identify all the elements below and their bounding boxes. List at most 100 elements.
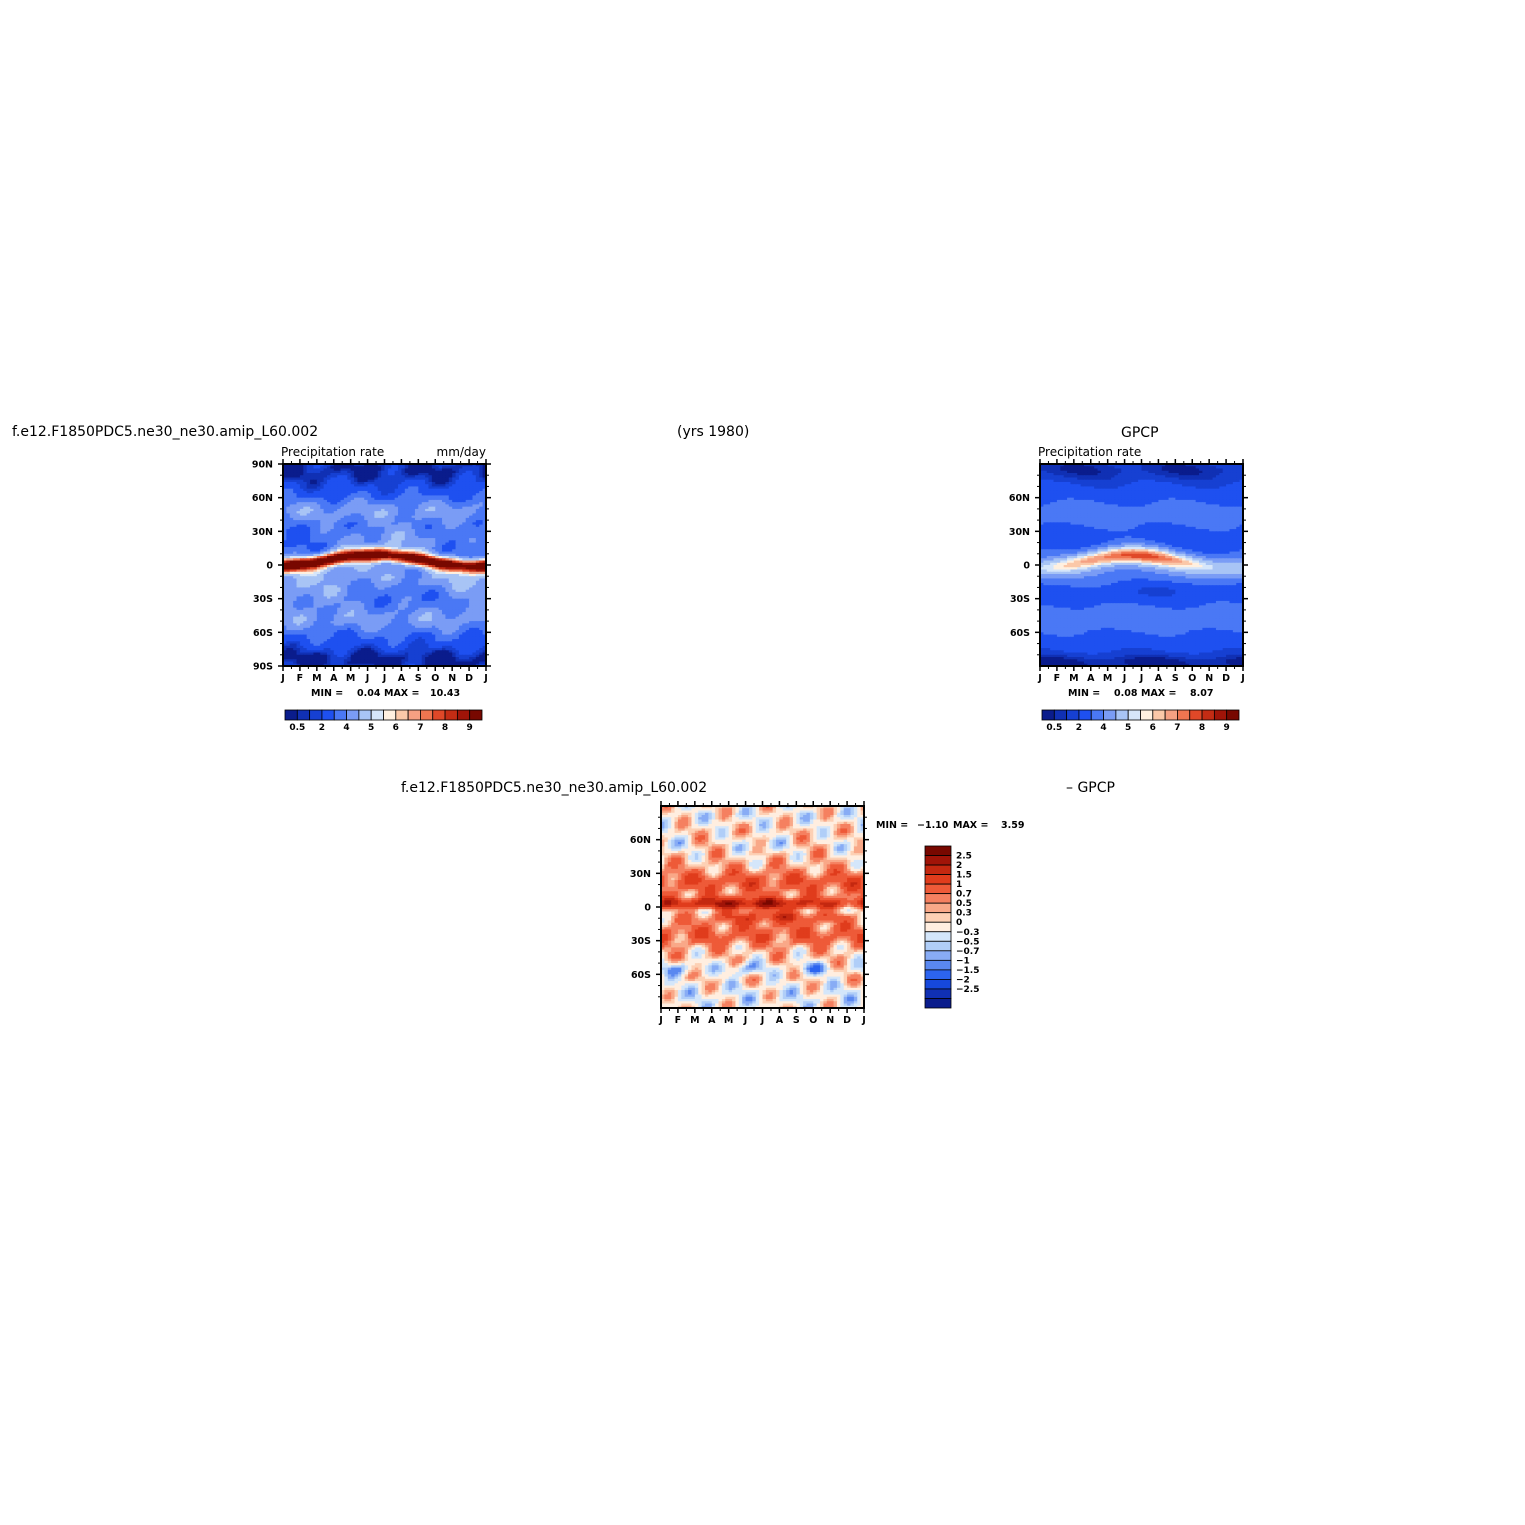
colorbar-label: 7 bbox=[417, 723, 423, 733]
colorbar-swatch bbox=[924, 998, 952, 1009]
colorbar-label: 1 bbox=[956, 880, 962, 890]
x-tick-label: A bbox=[398, 673, 406, 684]
x-tick-label: M bbox=[724, 1015, 733, 1026]
panel-model-subtitle: Precipitation rate bbox=[281, 445, 384, 459]
y-tick-label: 60N bbox=[252, 493, 273, 504]
colorbar-label: 5 bbox=[368, 723, 374, 733]
colorbar-swatch bbox=[924, 988, 952, 999]
colorbar-swatch bbox=[924, 864, 952, 875]
colorbar-swatch bbox=[1127, 709, 1141, 721]
x-tick-label: J bbox=[382, 673, 387, 684]
x-tick-label: S bbox=[1172, 673, 1179, 684]
colorbar-swatch bbox=[924, 874, 952, 885]
x-tick-label: S bbox=[415, 673, 422, 684]
diff-min-label: MIN = bbox=[876, 820, 908, 831]
colorbar-swatch bbox=[321, 709, 335, 721]
y-tick-label: 60S bbox=[631, 970, 651, 981]
obs-min-value: 0.08 bbox=[1114, 688, 1138, 699]
colorbar-label: 0 bbox=[956, 918, 962, 928]
colorbar-swatch bbox=[333, 709, 347, 721]
model-minmax: MIN = 0.04 MAX = 10.43 bbox=[311, 688, 460, 699]
model-precip-field bbox=[283, 464, 486, 666]
obs-min-label: MIN = bbox=[1068, 688, 1100, 699]
y-tick-label: 30N bbox=[1009, 527, 1030, 538]
colorbar-swatch bbox=[924, 902, 952, 914]
x-tick-label: D bbox=[1222, 673, 1230, 684]
diff-max-label: MAX = bbox=[953, 820, 988, 831]
diff-precip-field bbox=[661, 806, 864, 1008]
model-min-label: MIN = bbox=[311, 688, 343, 699]
y-tick-label: 30S bbox=[1010, 594, 1030, 605]
colorbar-swatch bbox=[924, 921, 952, 933]
diff-colorbar: 2.521.510.70.50.30−0.3−0.5−0.7−1−1.5−2−2… bbox=[924, 845, 979, 1009]
x-tick-label: J bbox=[1139, 673, 1144, 684]
obs-max-label: MAX = bbox=[1141, 688, 1176, 699]
diff-obs-title: – GPCP bbox=[1066, 780, 1115, 796]
colorbar-swatch bbox=[924, 883, 952, 895]
obs-precip-field bbox=[1040, 464, 1243, 666]
colorbar-label: 8 bbox=[1199, 723, 1205, 733]
colorbar-swatch bbox=[1140, 709, 1154, 721]
y-tick-label: 90N bbox=[252, 460, 273, 471]
x-tick-label: N bbox=[826, 1015, 834, 1026]
colorbar-label: 9 bbox=[1224, 723, 1230, 733]
y-tick-label: 90S bbox=[253, 662, 273, 673]
colorbar-swatch bbox=[924, 845, 952, 856]
y-tick-label: 60S bbox=[253, 628, 273, 639]
colorbar-swatch bbox=[924, 959, 952, 971]
colorbar-swatch bbox=[370, 709, 384, 721]
x-tick-label: F bbox=[1054, 673, 1061, 684]
colorbar-swatch bbox=[1189, 709, 1203, 721]
colorbar-label: −1 bbox=[956, 956, 970, 966]
model-min-value: 0.04 bbox=[357, 688, 381, 699]
colorbar-swatch bbox=[456, 709, 471, 721]
x-tick-label: M bbox=[1069, 673, 1078, 684]
colorbar-label: 2 bbox=[1076, 723, 1082, 733]
colorbar-label: −2.5 bbox=[956, 985, 979, 995]
x-tick-label: J bbox=[743, 1015, 748, 1026]
colorbar-swatch bbox=[924, 893, 952, 904]
colorbar-label: 1.5 bbox=[956, 871, 972, 881]
colorbar-swatch bbox=[1090, 709, 1104, 721]
x-tick-label: S bbox=[793, 1015, 800, 1026]
x-tick-label: J bbox=[1037, 673, 1042, 684]
x-tick-label: A bbox=[776, 1015, 784, 1026]
colorbar-label: 0.7 bbox=[956, 890, 972, 900]
colorbar-label: 0.5 bbox=[289, 723, 305, 733]
colorbar-label: −2 bbox=[956, 975, 970, 985]
obs-title: GPCP bbox=[1121, 425, 1159, 441]
obs-colorbar: 0.5 2 4 5 6 7 8 9 bbox=[1041, 709, 1240, 733]
y-tick-label: 60N bbox=[1009, 493, 1030, 504]
colorbar-swatch bbox=[346, 709, 360, 721]
colorbar-swatch bbox=[1053, 709, 1068, 721]
x-tick-label: J bbox=[1240, 673, 1245, 684]
x-tick-label: J bbox=[365, 673, 370, 684]
x-tick-label: F bbox=[675, 1015, 682, 1026]
x-tick-label: O bbox=[431, 673, 439, 684]
colorbar-label: 4 bbox=[343, 723, 349, 733]
colorbar-swatch bbox=[358, 709, 372, 721]
y-tick-label: 0 bbox=[644, 903, 651, 914]
colorbar-swatch bbox=[1103, 709, 1117, 721]
x-tick-label: M bbox=[346, 673, 355, 684]
y-tick-label: 30N bbox=[630, 869, 651, 880]
panel-obs-subtitle: Precipitation rate bbox=[1038, 445, 1141, 459]
colorbar-swatch bbox=[924, 979, 952, 990]
x-tick-label: D bbox=[465, 673, 473, 684]
y-tick-label: 30S bbox=[253, 594, 273, 605]
x-tick-label: A bbox=[1087, 673, 1095, 684]
colorbar-swatch bbox=[924, 969, 952, 980]
colorbar-label: 7 bbox=[1174, 723, 1180, 733]
colorbar-label: 0.5 bbox=[1046, 723, 1062, 733]
x-tick-label: J bbox=[658, 1015, 663, 1026]
x-tick-label: A bbox=[330, 673, 338, 684]
y-tick-label: 60N bbox=[630, 835, 651, 846]
x-tick-label: J bbox=[760, 1015, 765, 1026]
x-tick-label: O bbox=[809, 1015, 817, 1026]
colorbar-swatch bbox=[924, 855, 952, 866]
x-tick-label: A bbox=[708, 1015, 716, 1026]
x-tick-label: J bbox=[280, 673, 285, 684]
x-tick-label: D bbox=[843, 1015, 851, 1026]
colorbar-label: 2 bbox=[319, 723, 325, 733]
